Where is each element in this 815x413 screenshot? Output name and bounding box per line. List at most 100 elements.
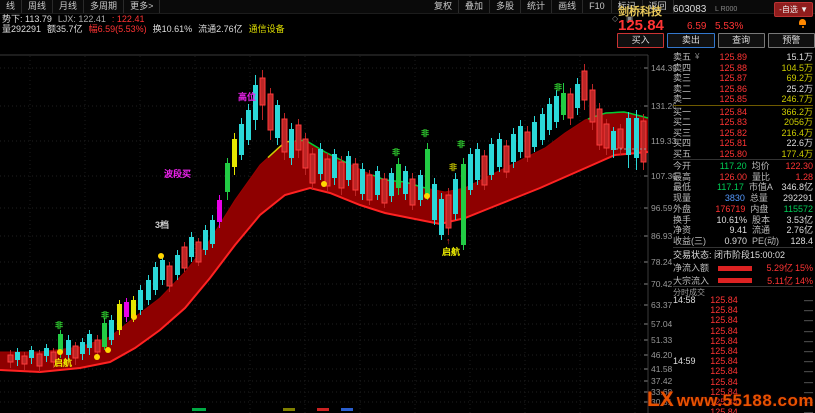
stat-value: 122.30	[785, 161, 813, 171]
candle	[389, 173, 394, 196]
kline-chart[interactable]: 144.39131.26119.33107.3096.5986.9378.247…	[0, 48, 676, 413]
bid-volume: 216.4万	[747, 128, 813, 138]
trade-button-查询[interactable]: 查询	[718, 33, 765, 48]
bid-row[interactable]: 买二125.832056万	[673, 117, 813, 127]
menu-item-多股[interactable]: 多股	[490, 0, 521, 13]
stat-label: 内盘	[750, 204, 783, 214]
bid-volume: 2056万	[747, 117, 813, 127]
tick-row[interactable]: 125.84—	[673, 305, 813, 315]
tick-row[interactable]: 125.84—	[673, 315, 813, 325]
candle	[268, 94, 273, 130]
candle	[432, 184, 437, 220]
bid-row[interactable]: 买五125.80177.4万	[673, 149, 813, 159]
alert-bell-icon[interactable]	[798, 19, 807, 28]
ask-price: 125.86	[703, 84, 747, 94]
flow-value: 5.29亿	[755, 263, 793, 273]
candle	[532, 122, 537, 147]
bid-volume: 22.6万	[747, 138, 813, 148]
signal-dot	[57, 349, 63, 355]
ask-row[interactable]: 卖四125.88104.5万	[673, 63, 813, 73]
candle	[117, 304, 122, 330]
chart-annotation: 高位	[238, 91, 256, 102]
menu-item-画线[interactable]: 画线	[552, 0, 583, 13]
stat-value: 126.00	[709, 172, 747, 182]
tick-row[interactable]: 125.84—	[673, 377, 813, 387]
candle	[518, 126, 523, 152]
tick-row[interactable]: 14:59125.84—	[673, 356, 813, 366]
candle	[339, 162, 344, 188]
status-time: 15:00:02	[750, 250, 785, 260]
tick-row[interactable]: 125.84—	[673, 336, 813, 346]
fund-flow-row: 净流入额5.29亿15%	[673, 263, 813, 273]
tick-volume: —	[749, 366, 813, 376]
trade-button-卖出[interactable]: 卖出	[667, 33, 714, 48]
tick-row[interactable]: 125.84—	[673, 326, 813, 336]
tick-time: 14:58	[673, 295, 699, 305]
candle	[210, 220, 215, 244]
candle	[80, 342, 85, 354]
watchlist-button[interactable]: -自选 ▼	[774, 2, 813, 17]
candle	[525, 132, 530, 157]
menu-item-更多>[interactable]: 更多>	[124, 0, 160, 13]
candle	[73, 346, 78, 358]
bid-row[interactable]: 买三125.82216.4万	[673, 128, 813, 138]
candle	[260, 78, 265, 105]
menu-item-F10[interactable]: F10	[583, 0, 612, 13]
trade-button-预警[interactable]: 预警	[768, 33, 815, 48]
menu-item-周线[interactable]: 周线	[22, 0, 53, 13]
bid-price: 125.83	[703, 117, 747, 127]
candle	[634, 118, 639, 158]
bid-price: 125.81	[703, 138, 747, 148]
candle	[239, 124, 244, 155]
candle	[604, 124, 609, 148]
bid-level-label: 买五	[673, 149, 695, 159]
tick-row[interactable]: 14:58125.84—	[673, 295, 813, 305]
separator	[673, 105, 813, 106]
bid-row[interactable]: 买一125.84366.2万	[673, 107, 813, 117]
stat-value: 115572	[784, 204, 813, 214]
stat-value: 3.53亿	[786, 215, 813, 225]
candle	[504, 146, 509, 172]
chart-annotation: 非	[554, 82, 562, 92]
menu-item-统计[interactable]: 统计	[521, 0, 552, 13]
tick-price: 125.84	[699, 295, 749, 305]
ask-price: 125.87	[703, 73, 747, 83]
ask-row[interactable]: 卖一125.85246.7万	[673, 94, 813, 104]
ask-row[interactable]: 卖五¥125.8915.1万	[673, 52, 813, 62]
chart-annotation: 非	[457, 139, 465, 149]
bid-row[interactable]: 买四125.8122.6万	[673, 138, 813, 148]
stat-label: 总量	[750, 193, 783, 203]
ask-row[interactable]: 卖三125.8769.2万	[673, 73, 813, 83]
candle	[475, 149, 480, 180]
chart-annotation: 3档	[155, 219, 169, 230]
stat-label: 量比	[752, 172, 786, 182]
menu-item-月线[interactable]: 月线	[53, 0, 84, 13]
ask-row[interactable]: 卖二125.8625.2万	[673, 84, 813, 94]
info-segment: 流通2.76亿	[198, 24, 243, 34]
menu-item-多周期[interactable]: 多周期	[84, 0, 124, 13]
menu-item-复权[interactable]: 复权	[428, 0, 459, 13]
trade-buttons: 买入卖出查询预警	[617, 33, 815, 48]
indicator-info-line: 势下: 113.79LJX: 122.41: 122.41	[2, 14, 150, 24]
menu-item-叠加[interactable]: 叠加	[459, 0, 490, 13]
stat-label: 现量	[673, 193, 708, 203]
ask-volume: 15.1万	[747, 52, 813, 62]
tick-row[interactable]: 125.84—	[673, 366, 813, 376]
tick-volume: —	[749, 346, 813, 356]
stat-value: 117.20	[709, 161, 747, 171]
ask-level-label: 卖五	[673, 52, 695, 62]
menu-item-线[interactable]: 线	[0, 0, 22, 13]
stat-label: 流通	[752, 225, 786, 235]
candle	[418, 175, 423, 200]
flow-pct: 14%	[793, 276, 813, 286]
trade-button-买入[interactable]: 买入	[617, 33, 664, 48]
candle	[618, 129, 623, 148]
candle	[203, 230, 208, 250]
candle	[95, 340, 100, 352]
flow-label: 大宗流入	[673, 276, 715, 286]
tick-row[interactable]: 125.84—	[673, 346, 813, 356]
chart-annotation: 启航	[54, 357, 72, 368]
stat-row: 净资9.41流通2.76亿	[673, 225, 813, 235]
candle	[318, 149, 323, 174]
tick-volume: —	[749, 336, 813, 346]
